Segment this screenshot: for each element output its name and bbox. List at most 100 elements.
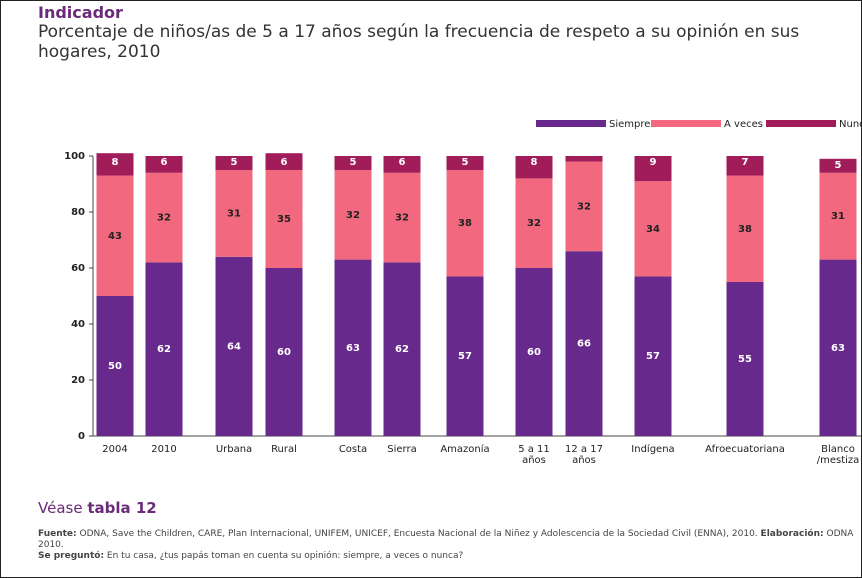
- source-label: Fuente:: [38, 529, 77, 539]
- value-label: 6: [399, 157, 406, 168]
- y-tick-label: 0: [78, 431, 85, 442]
- y-tick-label: 80: [71, 207, 85, 218]
- value-label: 31: [227, 208, 241, 219]
- value-label: 60: [527, 347, 541, 358]
- bar-segment: [265, 268, 303, 436]
- value-label: 31: [831, 211, 845, 222]
- bar-segment: [726, 156, 764, 176]
- bar-segment: [726, 282, 764, 436]
- bar-segment: [819, 259, 857, 436]
- value-label: 55: [738, 354, 752, 365]
- x-tick-label: 2010: [151, 444, 177, 455]
- x-tick-label: Afroecuatoriana: [705, 444, 785, 455]
- question-text: En tu casa, ¿tus papás toman en cuenta s…: [106, 551, 464, 561]
- see-also: Véase tabla 12: [38, 499, 157, 517]
- bar-segment: [515, 178, 553, 268]
- bar-segment: [215, 170, 253, 257]
- value-label: 32: [346, 210, 360, 221]
- indicator-label: Indicador: [38, 3, 123, 22]
- question-label: Se preguntó:: [38, 551, 105, 561]
- value-label: 34: [646, 224, 660, 235]
- legend-swatch: [651, 120, 721, 127]
- value-label: 5: [231, 157, 238, 168]
- value-label: 43: [108, 231, 122, 242]
- value-label: 5: [350, 157, 357, 168]
- value-label: 32: [577, 201, 591, 212]
- source-text: ODNA, Save the Children, CARE, Plan Inte…: [79, 529, 758, 539]
- bar-segment: [215, 256, 253, 436]
- value-label: 38: [458, 218, 472, 229]
- y-tick-label: 40: [71, 319, 85, 330]
- x-tick-label: Amazonía: [440, 444, 490, 455]
- value-label: 8: [531, 157, 538, 168]
- x-tick-label: Costa: [338, 444, 368, 455]
- bar-segment: [265, 153, 303, 170]
- x-tick-label: Blanco /mestiza: [816, 444, 860, 466]
- value-label: 60: [277, 347, 291, 358]
- bar-segment: [565, 251, 603, 436]
- bar-segment: [215, 156, 253, 170]
- see-table: tabla 12: [87, 499, 157, 517]
- y-tick-label: 60: [71, 263, 85, 274]
- x-tick-label: Indígena: [631, 444, 675, 455]
- value-label: 57: [646, 351, 660, 362]
- y-tick-label: 20: [71, 375, 85, 386]
- legend-label: Nunca: [839, 119, 861, 130]
- bar-segment: [726, 175, 764, 282]
- y-tick-label: 100: [64, 151, 85, 162]
- bar-segment: [383, 262, 421, 436]
- value-label: 7: [742, 157, 749, 168]
- bar-segment: [515, 268, 553, 436]
- see-text: Véase: [38, 499, 83, 517]
- source: Fuente: ODNA, Save the Children, CARE, P…: [38, 529, 858, 562]
- value-label: 62: [395, 344, 409, 355]
- x-tick-label: Rural: [271, 444, 297, 455]
- bar-segment: [634, 181, 672, 277]
- legend-swatch: [536, 120, 606, 127]
- value-label: 64: [227, 341, 241, 352]
- bar-segment: [96, 175, 134, 296]
- x-tick-label: 2004: [102, 444, 128, 455]
- bar-segment: [819, 158, 857, 173]
- bar-segment: [383, 156, 421, 173]
- bar-segment: [145, 156, 183, 173]
- value-label: 9: [650, 157, 657, 168]
- legend-swatch: [766, 120, 836, 127]
- legend-label: Siempre: [609, 119, 650, 130]
- legend-label: A veces: [724, 119, 763, 130]
- bar-segment: [145, 262, 183, 436]
- x-tick-label: 12 a 17 años: [565, 444, 603, 466]
- bar-segment: [565, 156, 603, 162]
- x-tick-label: Sierra: [387, 444, 417, 455]
- bar-segment: [446, 170, 484, 277]
- value-label: 6: [281, 157, 288, 168]
- bar-segment: [634, 156, 672, 182]
- value-label: 66: [577, 339, 591, 350]
- bar-segment: [334, 156, 372, 170]
- bar-segment: [819, 172, 857, 260]
- value-label: 50: [108, 361, 122, 372]
- value-label: 57: [458, 351, 472, 362]
- value-label: 6: [161, 157, 168, 168]
- chart-title: Porcentaje de niños/as de 5 a 17 años se…: [38, 22, 800, 62]
- bar-segment: [334, 259, 372, 436]
- bar-segment: [96, 153, 134, 176]
- value-label: 35: [277, 214, 291, 225]
- value-label: 5: [462, 157, 469, 168]
- value-label: 32: [395, 213, 409, 224]
- elaboration-label: Elaboración:: [760, 529, 824, 539]
- x-tick-label: 5 a 11 años: [518, 444, 550, 466]
- bar-segment: [446, 156, 484, 170]
- bar-segment: [265, 170, 303, 268]
- bar-segment: [145, 172, 183, 263]
- value-label: 32: [157, 213, 171, 224]
- bar-segment: [515, 156, 553, 179]
- bar-segment: [446, 276, 484, 436]
- bar-segment: [96, 296, 134, 436]
- value-label: 63: [831, 343, 845, 354]
- elaboration-text: ODNA 2010.: [38, 529, 854, 550]
- x-tick-label: Urbana: [215, 444, 253, 455]
- value-label: 38: [738, 224, 752, 235]
